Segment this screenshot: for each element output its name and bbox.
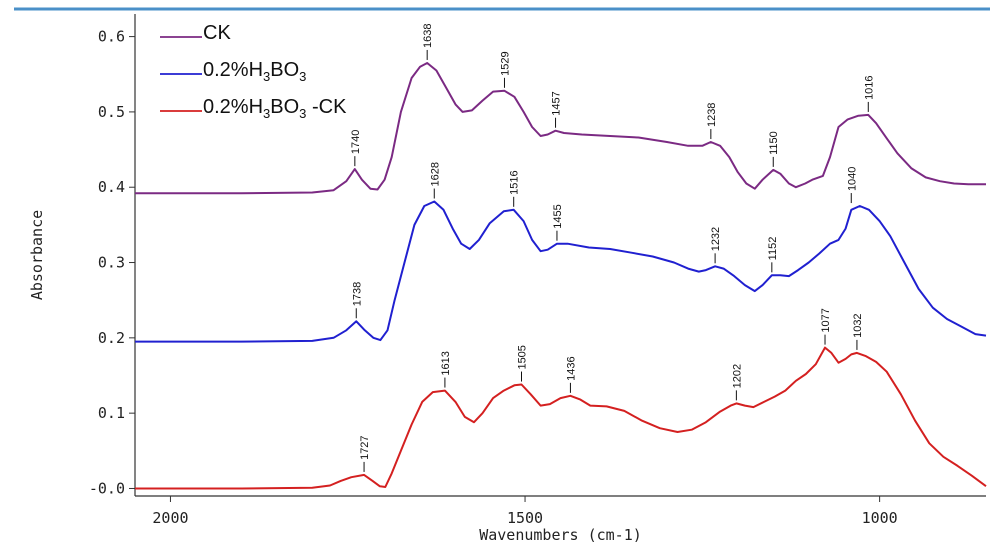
peak-label: 1436: [565, 356, 577, 380]
y-axis-title: Absorbance: [28, 210, 46, 300]
peak-label: 1613: [440, 351, 452, 375]
y-tick-label: 0.4: [98, 178, 125, 196]
peak-label: 1457: [551, 91, 563, 115]
peak-label: 1505: [516, 345, 528, 369]
peak-label: 1740: [350, 130, 362, 154]
peak-label: 1032: [852, 313, 864, 337]
peak-annotations: 1740 1638 1529 1457 1238 1150 1016 1738 1628 1516…: [350, 23, 875, 472]
peak-label: 1040: [846, 167, 858, 191]
peak-label: 1628: [429, 162, 441, 186]
peak-label: 1016: [863, 75, 875, 99]
peak-label: 1232: [710, 227, 722, 251]
x-tick-label: 1000: [862, 509, 898, 527]
peak-label: 1202: [731, 364, 743, 388]
y-tick-label: 0.6: [98, 28, 125, 46]
series-layer: [135, 62, 987, 490]
x-axis-title: Wavenumbers (cm-1): [479, 526, 642, 544]
x-tick-label: 1500: [507, 509, 543, 527]
y-tick-label: 0.1: [98, 404, 125, 422]
y-tick-label: 0.5: [98, 103, 125, 121]
legend-label: 0.2%H3BO3 -CK: [203, 96, 347, 121]
x-tick-label: 2000: [152, 509, 188, 527]
series-line-2: [135, 346, 987, 490]
peak-label: 1516: [509, 170, 521, 194]
peak-label: 1455: [552, 204, 564, 228]
peak-label: 1529: [499, 51, 511, 75]
axes: -0.0 0.1 0.2 0.3 0.4 0.5 0.6 2000 1500 1000: [89, 14, 986, 527]
y-tick-label: 0.2: [98, 329, 125, 347]
peak-label: 1152: [767, 237, 779, 261]
peak-label: 1727: [359, 435, 371, 459]
peak-label: 1150: [768, 131, 780, 155]
y-tick-label: 0.3: [98, 254, 125, 272]
series-line-0: [135, 62, 986, 195]
y-tick-label: -0.0: [89, 479, 125, 497]
peak-label: 1638: [422, 23, 434, 47]
peak-label: 1738: [351, 282, 363, 306]
peak-label: 1238: [706, 103, 718, 127]
legend-label: 0.2%H3BO3: [203, 59, 306, 84]
legend: CK 0.2%H3BO3 0.2%H3BO3 -CK: [160, 22, 347, 121]
peak-label: 1077: [820, 308, 832, 332]
series-line-1: [135, 200, 987, 343]
legend-label: CK: [203, 22, 231, 44]
